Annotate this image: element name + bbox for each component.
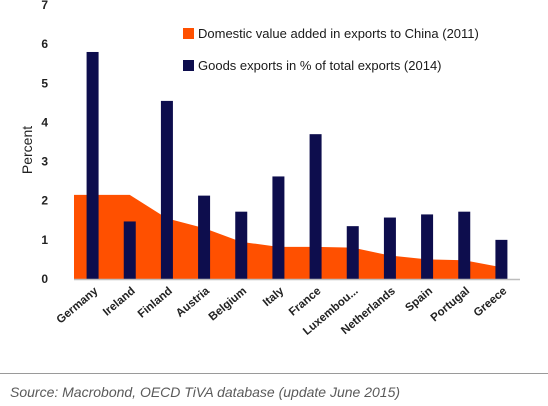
y-tick-label: 2 (41, 194, 48, 208)
bar-goods-exports-7 (346, 226, 359, 279)
y-tick-label: 5 (41, 76, 48, 90)
source-divider (0, 373, 548, 374)
y-tick-label: 0 (41, 272, 48, 286)
bar-goods-exports-0 (86, 51, 99, 279)
bar-goods-exports-1 (123, 221, 136, 279)
legend-label: Goods exports in % of total exports (201… (198, 58, 442, 73)
bar-series-layer (86, 51, 508, 280)
y-tick-label: 1 (41, 233, 48, 247)
y-axis-title: Percent (19, 126, 35, 174)
bar-goods-exports-8 (383, 217, 396, 279)
bar-goods-exports-10 (458, 211, 471, 279)
bar-goods-exports-5 (272, 176, 285, 279)
legend-label: Domestic value added in exports to China… (198, 26, 479, 41)
x-tick-label: Ireland (101, 285, 138, 318)
legend-swatch (183, 60, 194, 71)
x-tick-label: Italy (261, 285, 287, 309)
x-tick-label: Belgium (207, 285, 249, 323)
bar-goods-exports-9 (421, 214, 434, 279)
x-tick-label: Germany (55, 285, 101, 327)
legend: Domestic value added in exports to China… (183, 26, 479, 73)
bar-goods-exports-2 (160, 100, 173, 280)
source-note: Source: Macrobond, OECD TiVA database (u… (10, 384, 401, 400)
x-tick-label: Finland (136, 285, 175, 320)
y-tick-label: 4 (41, 115, 48, 129)
x-tick-label: Greece (472, 285, 510, 319)
x-tick-label: Spain (403, 285, 435, 314)
bar-goods-exports-3 (198, 195, 211, 279)
y-tick-label: 6 (41, 37, 48, 51)
bar-goods-exports-11 (495, 239, 508, 279)
area-domestic-value-added (74, 194, 502, 279)
bar-goods-exports-4 (235, 211, 248, 279)
y-tick-label: 7 (41, 0, 48, 12)
y-axis-ticks: 0 1 2 3 4 5 6 7 (41, 0, 48, 286)
y-tick-label: 3 (41, 155, 48, 169)
bar-goods-exports-6 (309, 134, 322, 279)
area-series-layer (74, 194, 502, 279)
legend-swatch (183, 28, 194, 39)
x-tick-label: Portugal (429, 285, 472, 324)
